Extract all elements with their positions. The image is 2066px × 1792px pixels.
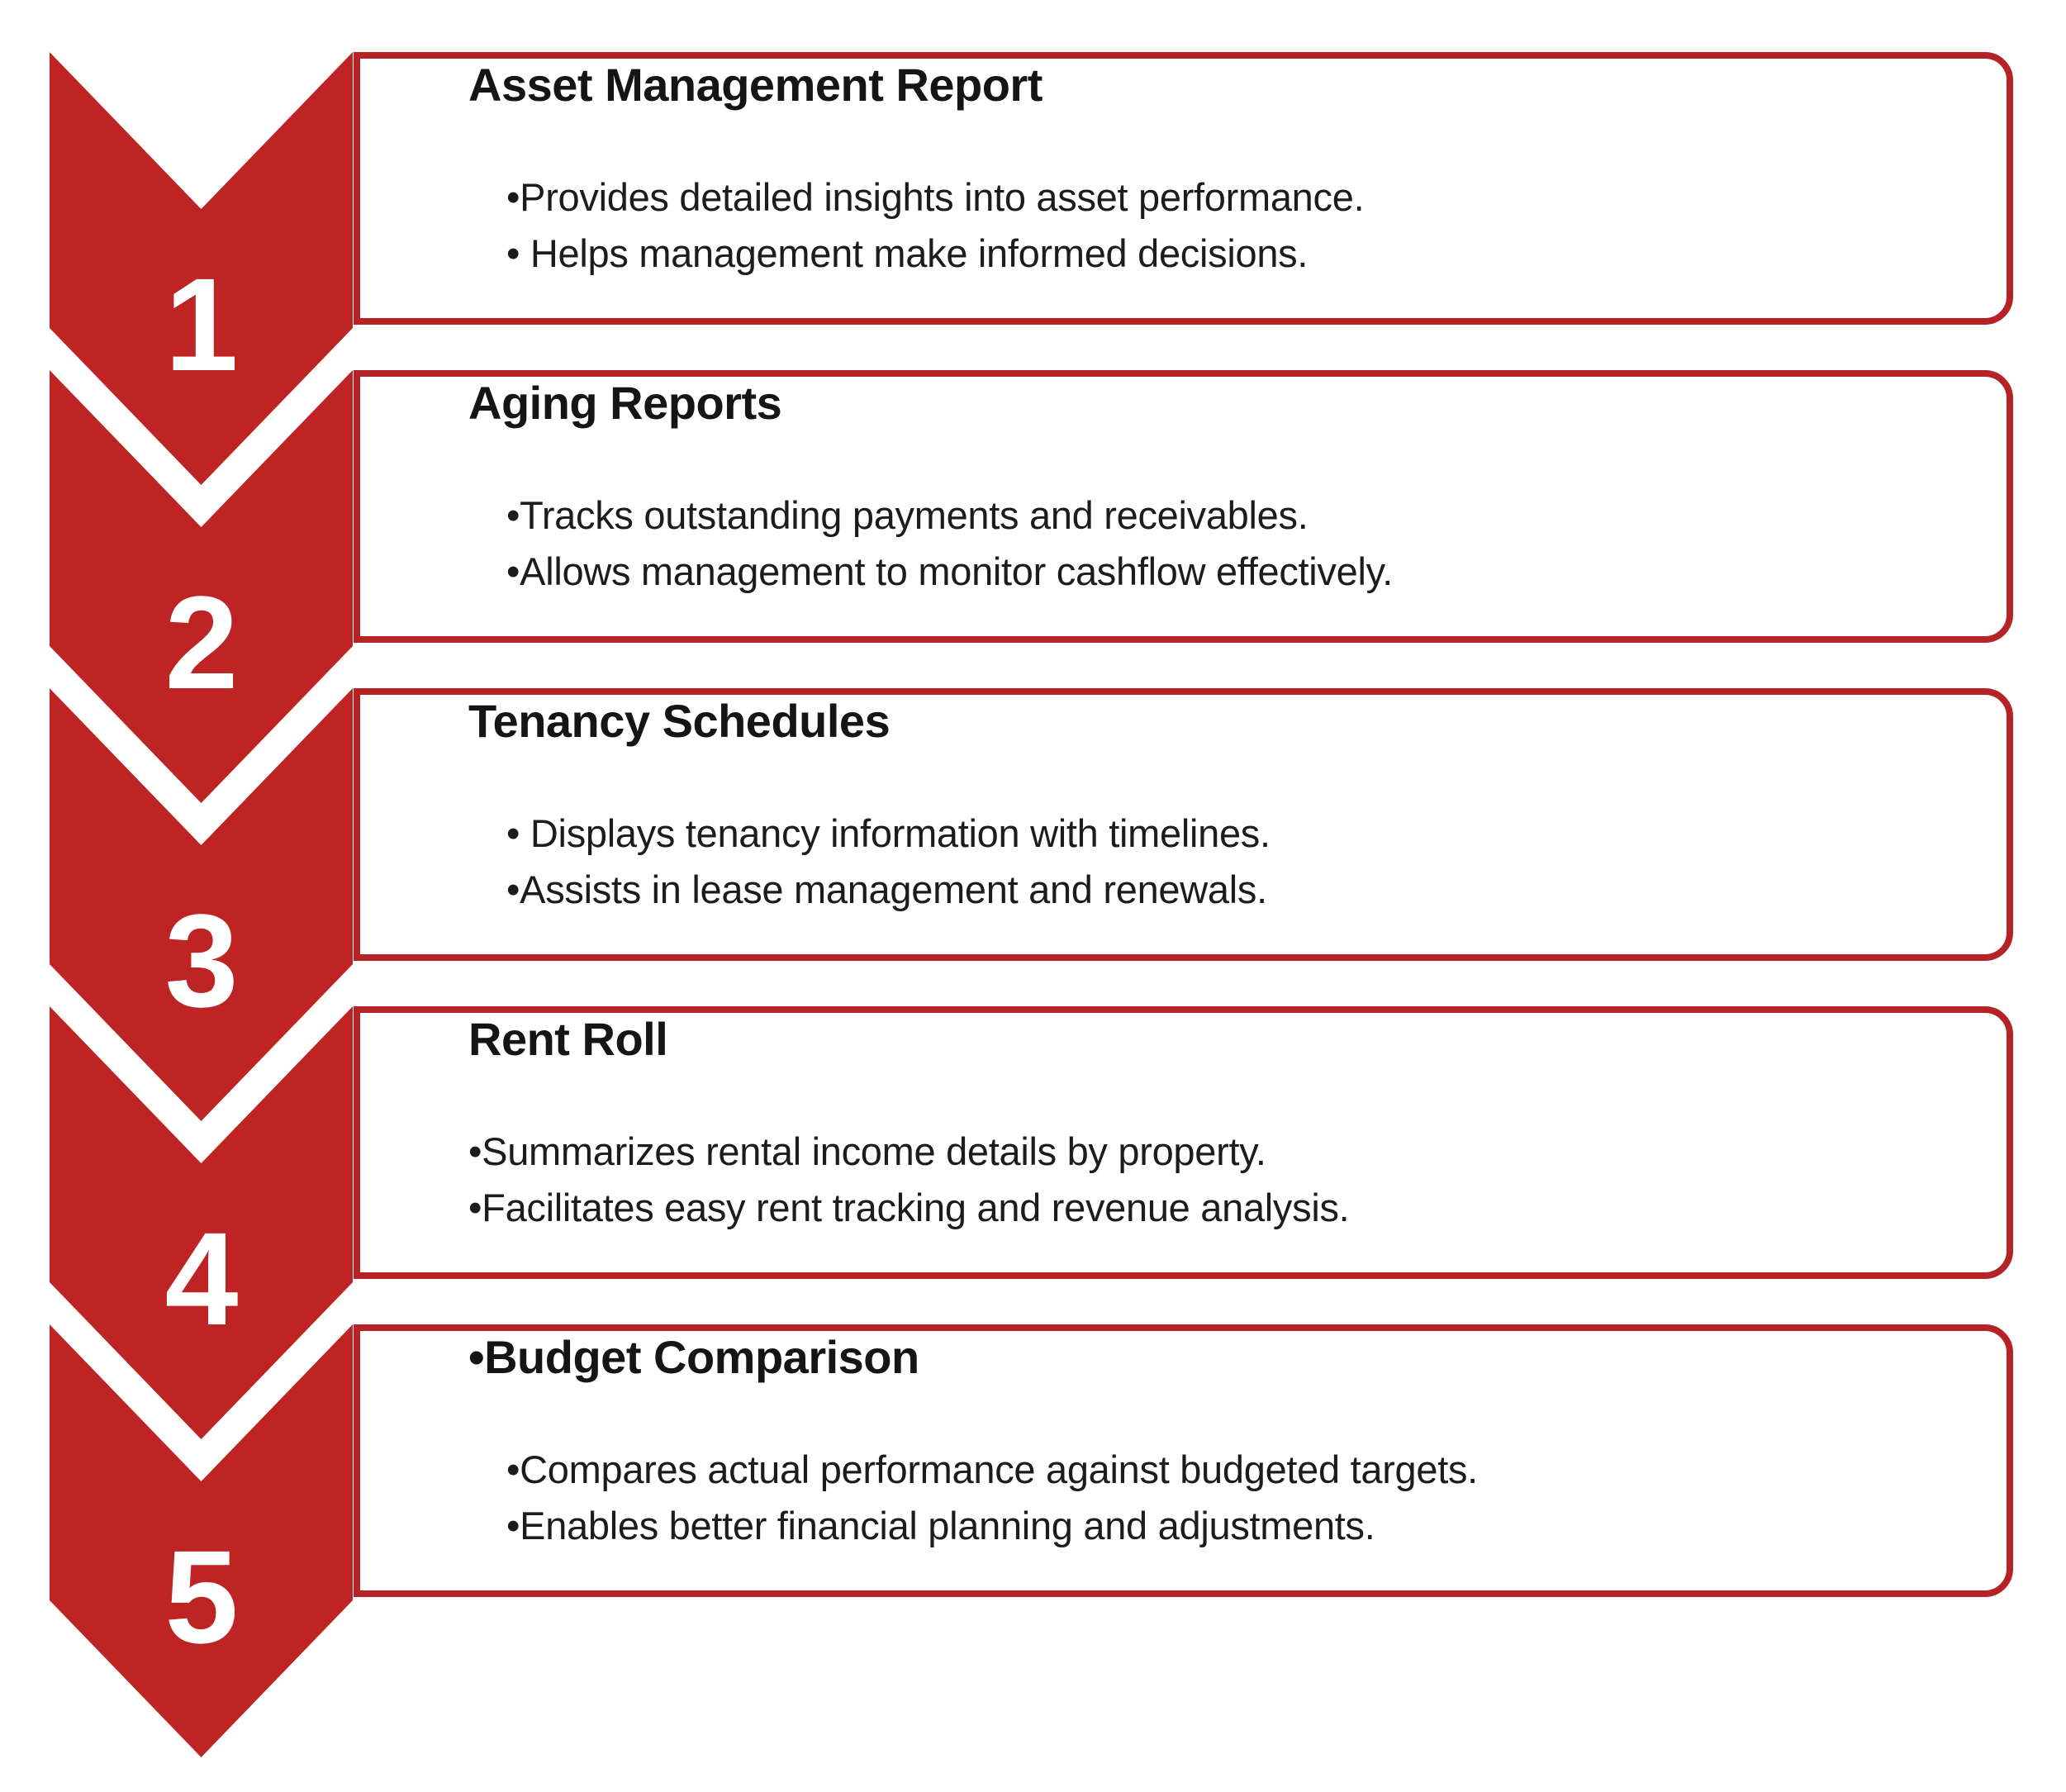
- chevron-shape-2: [50, 370, 353, 803]
- card-item-5: •Budget Comparison •Compares actual perf…: [354, 1324, 2013, 1597]
- chevron-shape-3: [50, 688, 353, 1121]
- card-bullet-list: •Summarizes rental income details by pro…: [468, 1124, 1973, 1236]
- bullet-line: •Provides detailed insights into asset p…: [506, 175, 1365, 219]
- bullet-line: •Compares actual performance against bud…: [506, 1447, 1478, 1491]
- card-item-4: Rent Roll •Summarizes rental income deta…: [354, 1006, 2013, 1279]
- step-number-5: 5: [164, 1523, 239, 1671]
- chevron-shape-5: [50, 1324, 353, 1757]
- card-item-3: Tenancy Schedules • Displays tenancy inf…: [354, 688, 2013, 961]
- bullet-line: •Summarizes rental income details by pro…: [468, 1129, 1266, 1173]
- chevron-shape-1: [50, 52, 353, 485]
- step-number-2: 2: [164, 568, 239, 716]
- card-bullet-list: •Provides detailed insights into asset p…: [468, 169, 1973, 282]
- card-bullet-list: •Compares actual performance against bud…: [468, 1442, 1973, 1554]
- bullet-line: •Tracks outstanding payments and receiva…: [506, 493, 1308, 537]
- card-bullet-list: •Tracks outstanding payments and receiva…: [468, 487, 1973, 600]
- card-item-2: Aging Reports •Tracks outstanding paymen…: [354, 370, 2013, 643]
- card-bullet-list: • Displays tenancy information with time…: [468, 806, 1973, 918]
- bullet-line: • Helps management make informed decisio…: [506, 231, 1308, 275]
- bullet-line: •Assists in lease management and renewal…: [506, 867, 1267, 911]
- bullet-line: •Facilitates easy rent tracking and reve…: [468, 1186, 1350, 1229]
- step-number-1: 1: [164, 250, 239, 398]
- bullet-line: •Enables better financial planning and a…: [506, 1504, 1375, 1547]
- chevron-shape-4: [50, 1006, 353, 1439]
- step-number-3: 3: [164, 886, 239, 1034]
- card-item-1: Asset Management Report •Provides detail…: [354, 52, 2013, 325]
- step-number-4: 4: [164, 1205, 239, 1352]
- card-title: •Budget Comparison: [468, 1331, 919, 1383]
- card-title: Aging Reports: [468, 377, 782, 429]
- card-title: Asset Management Report: [468, 59, 1042, 111]
- bullet-line: •Allows management to monitor cashflow e…: [506, 549, 1394, 593]
- bullet-line: • Displays tenancy information with time…: [506, 811, 1270, 855]
- card-title: Rent Roll: [468, 1013, 668, 1065]
- card-title: Tenancy Schedules: [468, 695, 891, 747]
